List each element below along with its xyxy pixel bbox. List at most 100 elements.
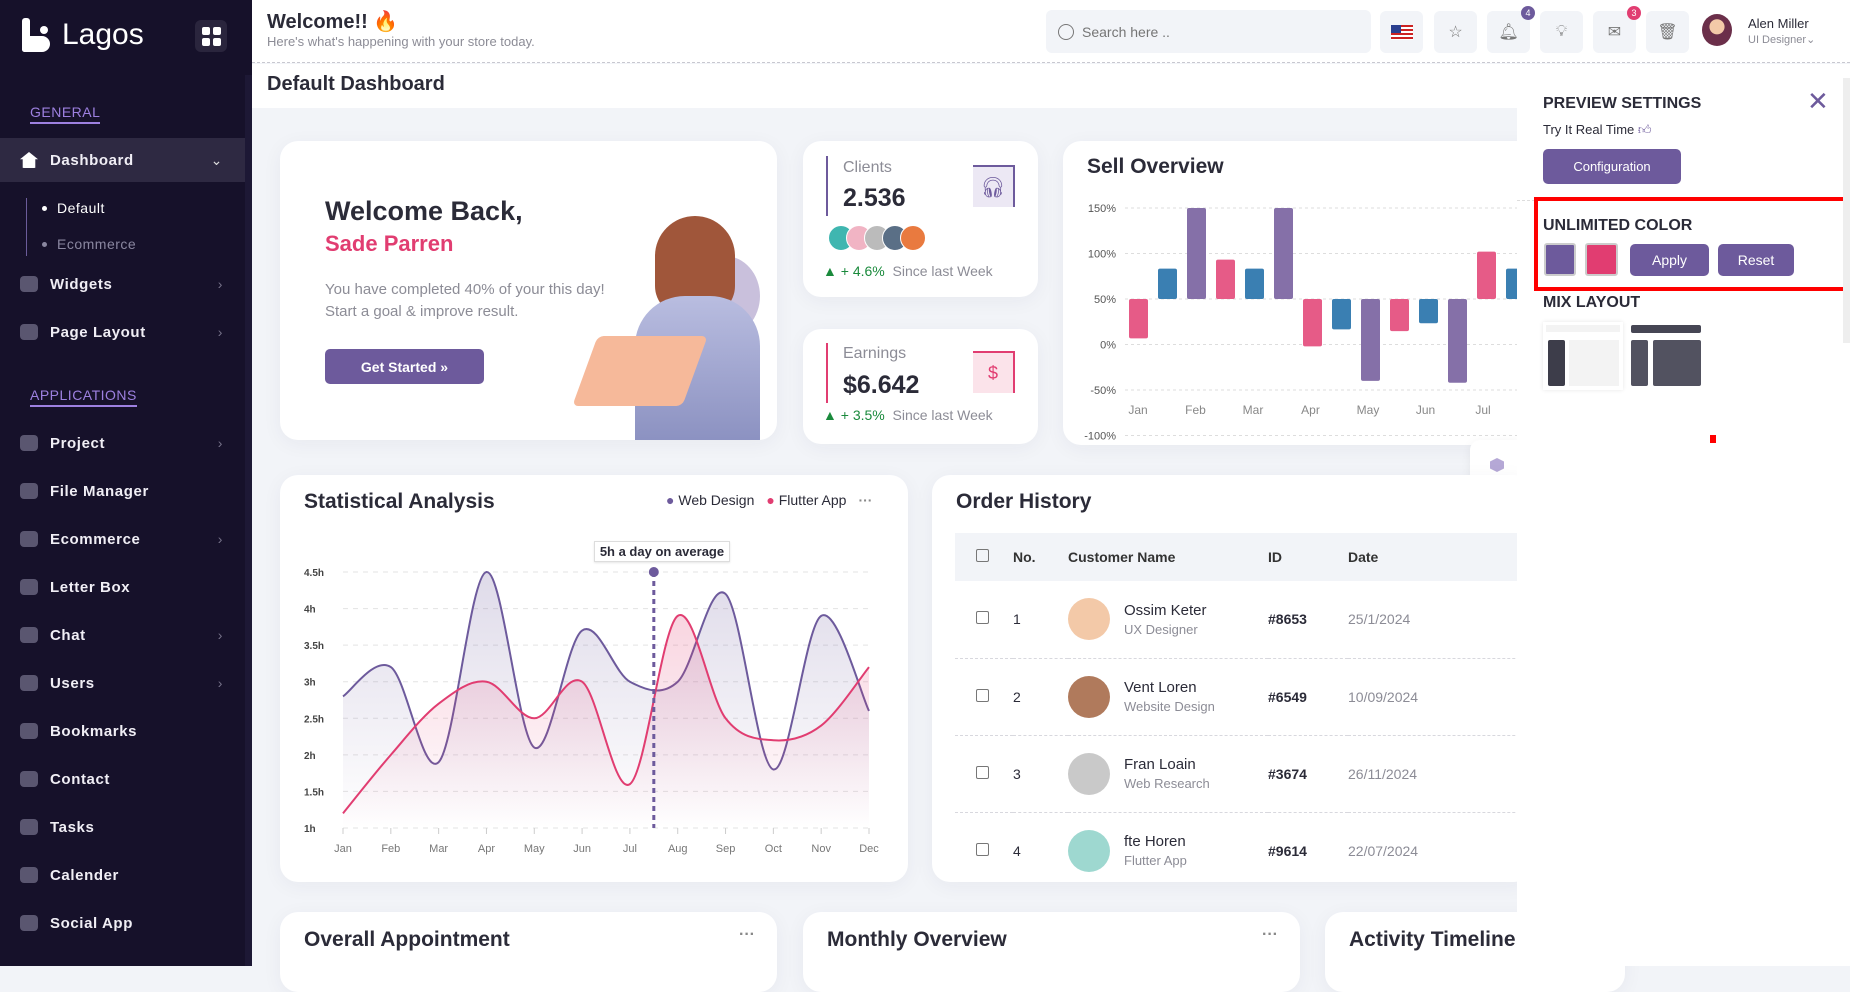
customer-role: Website Design <box>1124 699 1215 714</box>
primary-color-swatch[interactable] <box>1544 243 1576 276</box>
sidebar-item-file-manager[interactable]: File Manager <box>0 469 245 513</box>
user-name[interactable]: Alen Miller <box>1748 16 1809 31</box>
row-number: 2 <box>1013 658 1068 736</box>
sidebar-item-chat[interactable]: Chat › <box>0 613 245 657</box>
header-title: Welcome!! 🔥 <box>267 11 399 33</box>
column-no: No. <box>1013 533 1068 581</box>
headset-user-icon: 🎧︎ <box>973 165 1015 207</box>
hexagon-icon[interactable] <box>1490 458 1504 472</box>
line-flutter-app <box>342 614 870 815</box>
unlimited-color-title: UNLIMITED COLOR <box>1543 217 1693 234</box>
x-tick-label: Oct <box>765 843 782 855</box>
tree-icon <box>20 915 38 931</box>
sidebar-item-widgets[interactable]: Widgets › <box>0 262 245 306</box>
header-subtitle: Here's what's happening with your store … <box>267 34 535 49</box>
row-checkbox[interactable] <box>976 611 989 625</box>
layout-option-light[interactable] <box>1543 322 1623 390</box>
brand-logo[interactable]: Lagos <box>22 18 144 52</box>
language-flag-button[interactable] <box>1380 11 1423 53</box>
page-title: Default Dashboard <box>267 73 445 95</box>
chevron-right-icon: › <box>217 276 223 292</box>
column-date: Date <box>1348 533 1532 581</box>
sidebar-item-label: Calender <box>50 866 119 884</box>
basket-icon: 🗑︎ <box>1657 24 1678 41</box>
secondary-color-swatch[interactable] <box>1585 243 1618 276</box>
panel-scrollbar[interactable] <box>1843 78 1850 343</box>
more-options-icon[interactable]: ··· <box>1262 926 1278 943</box>
cart-button[interactable]: 🗑︎ <box>1646 11 1689 53</box>
widgets-icon <box>20 276 38 292</box>
configuration-button[interactable]: Configuration <box>1543 149 1681 184</box>
sidebar-item-bookmarks[interactable]: Bookmarks <box>0 709 245 753</box>
home-icon <box>20 152 38 168</box>
theme-toggle-button[interactable]: 💡︎ <box>1540 11 1583 53</box>
sidebar-item-ecommerce[interactable]: Ecommerce › <box>0 517 245 561</box>
order-id: #9614 <box>1268 812 1348 882</box>
apply-button[interactable]: Apply <box>1630 244 1709 276</box>
more-options-icon[interactable]: ··· <box>739 926 755 943</box>
table-row[interactable]: 2 Vent Loren Website Design #6549 10/09/2024 <box>955 658 1532 736</box>
sidebar-item-contact[interactable]: Contact <box>0 757 245 801</box>
sidebar-item-label: Social App <box>50 914 133 932</box>
message-icon: ✉ <box>1607 24 1622 41</box>
monthly-title: Monthly Overview <box>827 928 1007 951</box>
more-options-icon[interactable]: ··· <box>858 492 873 508</box>
row-checkbox[interactable] <box>976 842 989 856</box>
row-checkbox[interactable] <box>976 765 989 779</box>
x-tick-label: Sep <box>716 843 736 855</box>
x-tick-label: Dec <box>859 843 879 855</box>
y-tick-label: 100% <box>1088 249 1116 261</box>
sidebar-item-calender[interactable]: Calender <box>0 853 245 897</box>
section-applications: APPLICATIONS <box>30 387 137 407</box>
row-checkbox[interactable] <box>976 688 989 702</box>
table-header-row: No. Customer Name ID Date <box>955 533 1532 581</box>
sidebar-item-label: Chat <box>50 626 86 644</box>
bar-blue <box>1245 268 1264 299</box>
sidebar-scrollbar[interactable] <box>245 75 252 966</box>
search-input[interactable] <box>1082 23 1342 40</box>
bookmark-button[interactable]: ☆ <box>1434 11 1477 53</box>
order-history-card: Order History No. Customer Name ID Date … <box>932 475 1532 882</box>
sidebar: Lagos GENERAL Dashboard ⌄ Default Ecomme… <box>0 0 252 966</box>
sidebar-item-dashboard[interactable]: Dashboard ⌄ <box>0 138 245 182</box>
y-tick-label: 4h <box>304 605 316 616</box>
sidebar-item-project[interactable]: Project › <box>0 421 245 465</box>
x-tick-label: Jul <box>1475 403 1490 417</box>
table-row[interactable]: 3 Fran Loain Web Research #3674 26/11/2024 <box>955 735 1532 813</box>
sidebar-item-social-app[interactable]: Social App <box>0 901 245 945</box>
table-row[interactable]: 1 Ossim Keter UX Designer #8653 25/1/2024 <box>955 581 1532 659</box>
user-role-dropdown[interactable]: UI Designer⌄ <box>1748 34 1816 46</box>
customer-name: Vent Loren <box>1124 679 1197 696</box>
app-grid-button[interactable] <box>195 20 227 52</box>
sell-overview-card: Sell Overview 150%100%50%0%-50%-100%-150… <box>1063 141 1543 445</box>
select-all-checkbox[interactable] <box>976 549 989 562</box>
order-id: #3674 <box>1268 735 1348 813</box>
column-customer: Customer Name <box>1068 533 1268 581</box>
search-bar[interactable] <box>1046 10 1371 53</box>
notification-button[interactable]: 🔔︎ 4 <box>1487 6 1535 53</box>
bar-blue <box>1419 299 1438 324</box>
sidebar-item-tasks[interactable]: Tasks <box>0 805 245 849</box>
message-badge: 3 <box>1627 6 1641 20</box>
clients-label: Clients <box>843 159 892 176</box>
sidebar-item-letter-box[interactable]: Letter Box <box>0 565 245 609</box>
earnings-change: ▲ + 3.5% Since last Week <box>823 407 993 423</box>
table-row[interactable]: 4 fte Horen Flutter App #9614 22/07/2024 <box>955 812 1532 882</box>
get-started-button[interactable]: Get Started » <box>325 349 484 384</box>
monthly-overview-card: Monthly Overview ··· <box>803 912 1300 992</box>
sell-overview-chart: 150%100%50%0%-50%-100%-150%JanFebMarAprM… <box>1084 203 1543 443</box>
sidebar-subitem-ecommerce[interactable]: Ecommerce <box>42 236 136 252</box>
x-tick-label: Nov <box>811 843 831 855</box>
reset-button[interactable]: Reset <box>1718 244 1794 276</box>
sidebar-item-page-layout[interactable]: Page Layout › <box>0 310 245 354</box>
user-avatar[interactable] <box>1702 14 1732 46</box>
x-tick-label: May <box>524 843 545 855</box>
customer-role: Flutter App <box>1124 853 1187 868</box>
close-icon[interactable]: ✕ <box>1807 86 1829 116</box>
layout-option-dark[interactable] <box>1628 322 1708 390</box>
sidebar-subitem-default[interactable]: Default <box>42 200 105 216</box>
messages-button[interactable]: ✉ 3 <box>1593 6 1641 53</box>
sidebar-item-users[interactable]: Users › <box>0 661 245 705</box>
clients-card: Clients 2.536 🎧︎ ▲ + 4.6% Since last Wee… <box>803 141 1038 297</box>
chat-icon <box>20 627 38 643</box>
